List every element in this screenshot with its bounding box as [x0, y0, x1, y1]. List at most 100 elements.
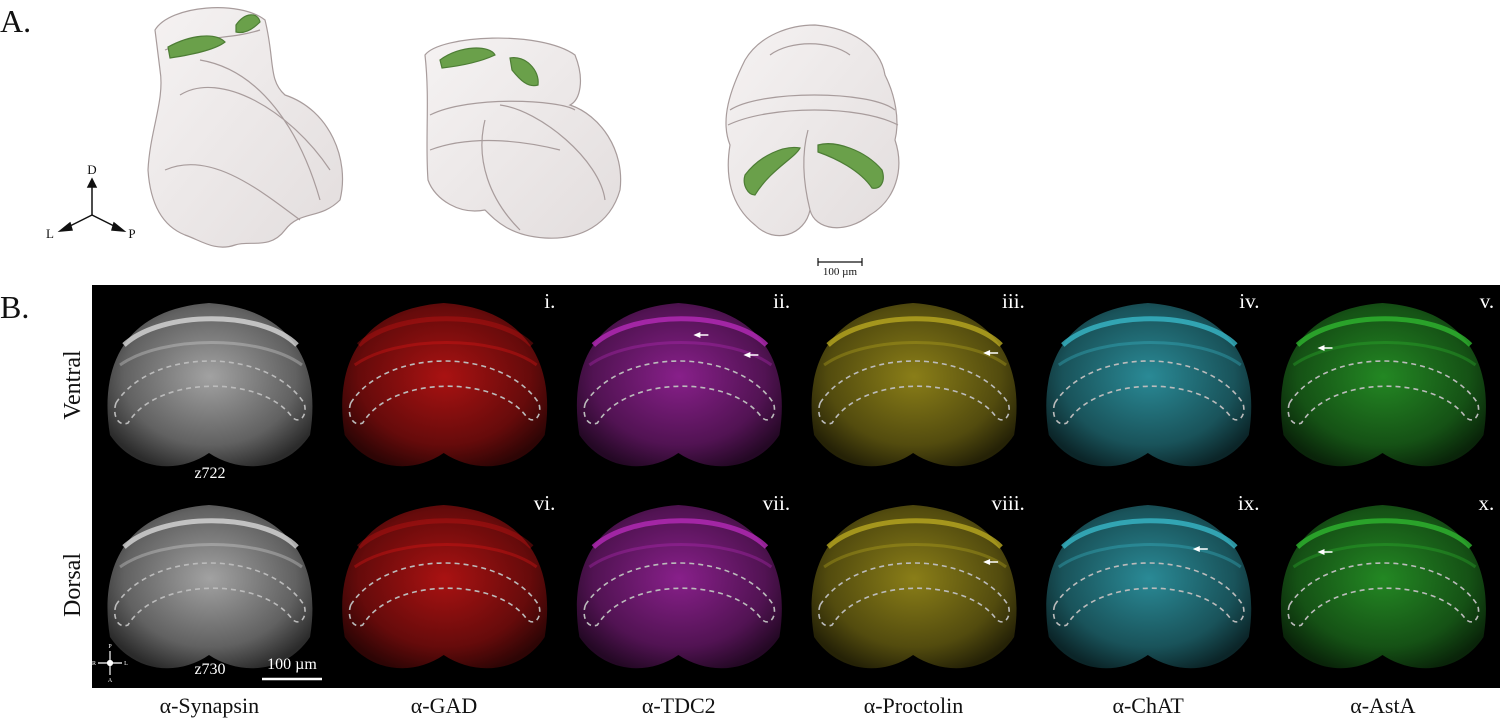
column-label: α-TDC2	[642, 693, 716, 718]
layer-band	[1292, 341, 1477, 367]
row-label: Ventral	[60, 350, 86, 420]
tissue	[1046, 505, 1252, 669]
orientation-axes	[57, 177, 127, 232]
tissue	[107, 505, 313, 669]
layer-band	[119, 341, 303, 367]
arrow-head	[1317, 345, 1325, 351]
panel-number: x.	[1478, 491, 1494, 515]
region-outline	[1052, 360, 1245, 425]
arrow-head	[983, 559, 991, 565]
tissue	[342, 505, 548, 669]
layer-band	[353, 341, 538, 367]
render-3	[725, 24, 900, 237]
micrograph	[1046, 505, 1252, 669]
micrograph	[811, 303, 1017, 467]
panel-number: iv.	[1239, 289, 1259, 313]
micrograph	[1280, 505, 1486, 669]
panel-number: i.	[544, 289, 555, 313]
layer-band	[591, 518, 769, 549]
layer-band	[1061, 316, 1238, 347]
layer-band	[357, 518, 534, 549]
panel-number: vii.	[763, 491, 790, 515]
tissue	[1046, 303, 1252, 467]
compass-label: A	[108, 678, 113, 684]
tissue	[576, 303, 782, 467]
render-1	[147, 7, 344, 248]
region-outline	[1287, 562, 1480, 627]
scale-bar	[817, 258, 863, 266]
tissue	[342, 303, 548, 467]
column-label: α-ChAT	[1112, 693, 1184, 718]
orientation-compass	[98, 651, 122, 675]
arrow-head	[1192, 546, 1200, 552]
region-outline	[818, 562, 1010, 627]
tissue	[1280, 303, 1486, 467]
scale-bar-label: 100 µm	[267, 656, 317, 673]
region-outline	[583, 562, 776, 627]
layer-band	[122, 518, 299, 549]
column-label: α-AstA	[1350, 693, 1415, 718]
micrograph	[1280, 303, 1486, 467]
panel-number: ix.	[1238, 491, 1260, 515]
tissue	[576, 505, 782, 669]
micrograph	[107, 505, 313, 669]
z-label: z722	[194, 465, 225, 482]
column-label: α-GAD	[411, 693, 478, 718]
axis-label: L	[46, 226, 54, 241]
column-label: α-Proctolin	[864, 693, 964, 718]
column-label: α-Synapsin	[160, 693, 260, 718]
compass-label: R	[92, 661, 96, 667]
micrograph	[1046, 303, 1252, 467]
row-label: Dorsal	[60, 553, 86, 617]
layer-band	[591, 316, 769, 347]
arrow-head	[1317, 549, 1325, 555]
layer-band	[119, 543, 303, 569]
tissue	[811, 505, 1017, 669]
scale-bar-label: 100 µm	[823, 266, 858, 278]
layer-band	[357, 316, 534, 347]
layer-band	[588, 543, 773, 569]
tissue	[1280, 505, 1486, 669]
micrograph	[811, 505, 1017, 669]
layer-band	[826, 518, 1003, 549]
panel-number: ii.	[773, 289, 790, 313]
layer-band	[353, 543, 538, 569]
region-outline	[348, 360, 541, 425]
image-strip	[92, 285, 1500, 688]
layer-band	[826, 316, 1003, 347]
micrograph	[107, 303, 313, 467]
panel-number: iii.	[1002, 289, 1025, 313]
layer-band	[1292, 543, 1477, 569]
render-2	[424, 37, 622, 239]
micrograph	[576, 505, 782, 669]
panel-label: A.	[0, 3, 31, 39]
tissue	[811, 303, 1017, 467]
panel-number: vi.	[534, 491, 556, 515]
axis-label: P	[128, 226, 135, 241]
layer-band	[1295, 316, 1473, 347]
layer-band	[1057, 543, 1242, 569]
z-label: z730	[194, 661, 225, 678]
tissue	[107, 303, 313, 467]
micrograph	[342, 505, 548, 669]
layer-band	[823, 543, 1007, 569]
region-outline	[818, 360, 1010, 425]
compass-label: L	[124, 661, 128, 667]
arrow-head	[983, 350, 991, 356]
panel-number: viii.	[992, 491, 1025, 515]
micrograph	[342, 303, 548, 467]
region-outline	[1287, 360, 1480, 425]
region-outline	[583, 360, 776, 425]
layer-band	[1295, 518, 1473, 549]
panel-label: B.	[0, 289, 29, 325]
layer-band	[1057, 341, 1242, 367]
region-outline	[1052, 562, 1245, 627]
region-outline	[348, 562, 541, 627]
layer-band	[1061, 518, 1238, 549]
axis-label: D	[87, 162, 96, 177]
layer-band	[122, 316, 299, 347]
compass-label: P	[108, 644, 112, 650]
panel-number: v.	[1480, 289, 1494, 313]
micrograph	[576, 303, 782, 467]
